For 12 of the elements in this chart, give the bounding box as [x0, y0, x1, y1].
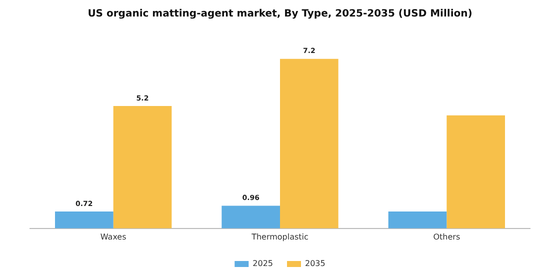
x-tick-label: Waxes	[100, 232, 126, 242]
legend-label: 2035	[305, 259, 326, 268]
bar	[113, 106, 172, 228]
legend-label: 2025	[252, 259, 273, 268]
bar	[446, 115, 505, 228]
x-tick-label: Thermoplastic	[250, 232, 308, 242]
bar	[280, 58, 338, 228]
chart-title: US organic matting-agent market, By Type, 2025-2035 (USD Million)	[88, 8, 472, 20]
bar	[388, 211, 447, 228]
bar	[222, 206, 280, 228]
bar	[55, 211, 114, 228]
x-tick-label: Others	[433, 232, 460, 242]
